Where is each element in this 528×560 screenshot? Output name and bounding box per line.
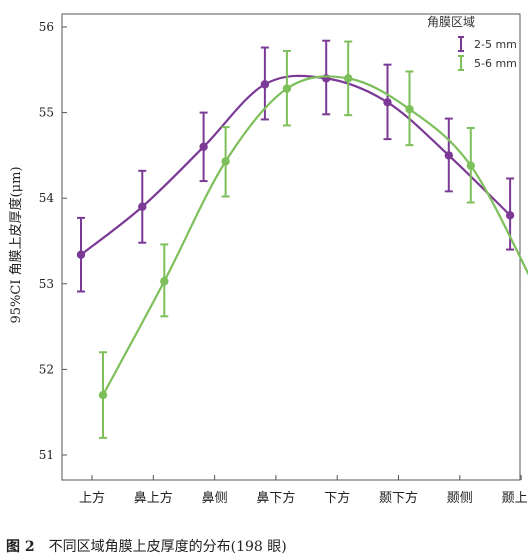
legend-label: 5-6 mm <box>474 57 517 70</box>
data-point <box>138 202 147 211</box>
x-axis: 上方 鼻上方 鼻侧 鼻下方 下方 颞下方 颞侧 颞上方 <box>79 475 528 506</box>
series-line <box>80 74 511 256</box>
x-tick-label: 上方 <box>79 490 105 506</box>
x-tick-label: 下方 <box>324 490 350 506</box>
plot-area <box>61 13 521 481</box>
data-point <box>76 250 86 259</box>
figure-caption: 图 2 不同区域角膜上皮厚度的分布(198 眼) <box>6 536 287 556</box>
x-tick-label: 颞下方 <box>379 490 418 506</box>
data-point <box>221 157 230 166</box>
data-point <box>199 142 208 152</box>
legend-title: 角膜区域 <box>427 15 475 29</box>
data-point <box>444 151 453 160</box>
series-5-6 mm <box>98 40 528 439</box>
y-tick-label: 52 <box>39 362 54 376</box>
x-tick-label: 颞侧 <box>447 491 473 506</box>
chart: 51 52 53 54 55 56 上方 鼻上方 鼻侧 鼻下方 下方 颞下方 颞侧 颞上方 95%CI … <box>8 13 528 506</box>
y-tick-label: 51 <box>39 448 54 462</box>
legend-label: 2-5 mm <box>474 38 517 51</box>
data-point <box>505 211 515 220</box>
data-point <box>160 277 169 286</box>
y-tick-label: 54 <box>39 191 55 205</box>
series-2-5 mm <box>76 39 515 293</box>
y-axis-label: 95%CI 角膜上皮厚度(μm) <box>8 166 24 323</box>
y-tick-label: 53 <box>39 277 54 291</box>
series-layer <box>76 39 528 439</box>
y-tick-label: 55 <box>39 106 54 120</box>
y-tick-label: 56 <box>39 20 54 34</box>
data-point <box>405 104 414 114</box>
figure-label: 图 2 <box>6 539 35 555</box>
data-point <box>260 80 270 89</box>
data-point <box>282 84 292 93</box>
x-tick-label: 鼻侧 <box>202 490 228 506</box>
data-point <box>466 161 475 170</box>
x-tick-label: 鼻下方 <box>256 490 295 506</box>
data-point <box>383 98 392 107</box>
data-point <box>98 390 108 400</box>
caption-text: 不同区域角膜上皮厚度的分布(198 眼) <box>48 539 287 555</box>
x-tick-label: 鼻上方 <box>134 490 173 506</box>
data-point <box>344 74 353 83</box>
x-tick-label: 颞上方 <box>502 490 528 506</box>
y-axis: 51 52 53 54 55 56 <box>39 20 67 462</box>
legend: 角膜区域 2-5 mm 5-6 mm <box>427 15 517 71</box>
